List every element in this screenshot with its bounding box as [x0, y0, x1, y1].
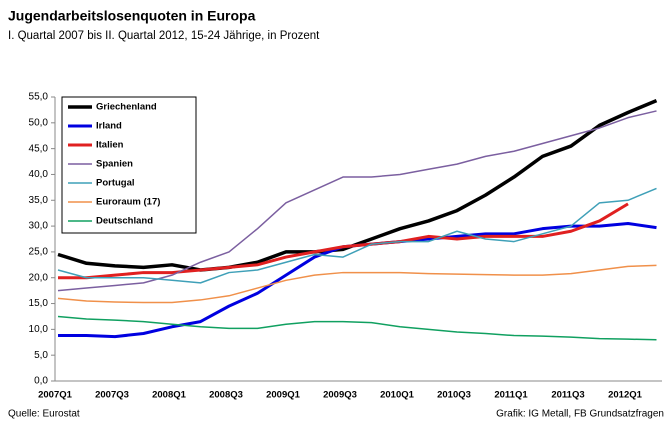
- y-tick-label: 15,0: [29, 298, 49, 309]
- legend-label: Spanien: [96, 159, 133, 170]
- legend-label: Euroraum (17): [96, 197, 160, 208]
- y-tick-label: 25,0: [29, 247, 49, 258]
- y-tick-label: 35,0: [29, 195, 49, 206]
- x-tick-label: 2007Q3: [95, 390, 129, 401]
- chart-subtitle: I. Quartal 2007 bis II. Quartal 2012, 15…: [8, 30, 320, 42]
- x-tick-label: 2012Q1: [608, 390, 643, 401]
- series-line: [58, 222, 657, 339]
- legend-label: Griechenland: [96, 102, 157, 113]
- y-tick-label: 50,0: [29, 117, 49, 128]
- series-line: [57, 187, 657, 284]
- x-tick-label: 2011Q3: [551, 390, 584, 401]
- credit: Grafik: IG Metall, FB Grundsatzfragen: [496, 409, 664, 420]
- chart-title: Jugendarbeitslosenquoten in Europa: [8, 8, 256, 24]
- x-tick-label: 2009Q3: [323, 390, 357, 401]
- x-tick-label: 2008Q3: [209, 390, 243, 401]
- legend-label: Irland: [96, 121, 122, 132]
- legend-label: Italien: [96, 140, 124, 151]
- source: Quelle: Eurostat: [8, 409, 80, 420]
- y-tick-label: 20,0: [29, 272, 49, 283]
- y-tick-label: 10,0: [29, 324, 49, 335]
- y-tick-label: 0,0: [34, 376, 48, 387]
- y-tick-label: 40,0: [29, 169, 49, 180]
- x-tick-label: 2010Q3: [437, 390, 471, 401]
- x-tick-label: 2009Q1: [266, 390, 301, 401]
- y-tick-label: 30,0: [29, 221, 49, 232]
- x-tick-label: 2008Q1: [152, 390, 187, 401]
- series-line: [57, 315, 657, 341]
- x-tick-label: 2010Q1: [380, 390, 415, 401]
- legend-label: Portugal: [96, 178, 135, 189]
- series-line: [57, 264, 657, 304]
- y-tick-label: 5,0: [34, 350, 48, 361]
- legend-box: [61, 96, 197, 234]
- x-tick-label: 2007Q1: [38, 390, 73, 401]
- legend-label: Deutschland: [96, 216, 153, 227]
- y-tick-label: 55,0: [29, 92, 49, 103]
- y-tick-label: 45,0: [29, 143, 49, 154]
- x-tick-label: 2011Q1: [494, 390, 528, 401]
